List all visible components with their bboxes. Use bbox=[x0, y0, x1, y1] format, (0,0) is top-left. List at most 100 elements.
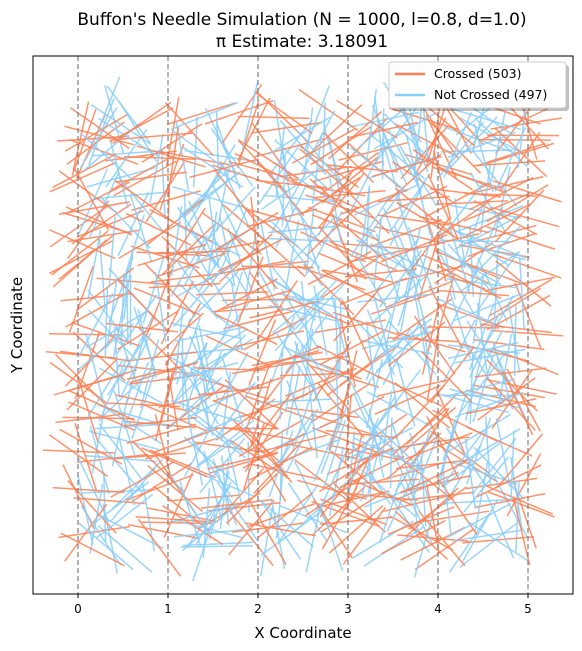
needle-crossed bbox=[167, 494, 240, 502]
legend-label-not-crossed: Not Crossed (497) bbox=[434, 87, 547, 102]
needle-not-crossed bbox=[448, 265, 480, 331]
needle-crossed bbox=[133, 287, 201, 316]
needle-not-crossed bbox=[213, 381, 256, 441]
needle-not-crossed bbox=[116, 294, 158, 355]
needle-not-crossed bbox=[411, 434, 439, 502]
needle-crossed bbox=[148, 282, 221, 289]
needle-crossed bbox=[297, 479, 367, 500]
needle-crossed bbox=[394, 187, 452, 234]
needle-crossed bbox=[215, 398, 276, 441]
needle-crossed bbox=[435, 200, 508, 206]
needle-not-crossed bbox=[170, 322, 241, 339]
needle-crossed bbox=[486, 226, 556, 250]
needle-crossed bbox=[241, 265, 314, 269]
needle-not-crossed bbox=[99, 514, 164, 549]
needle-crossed bbox=[344, 394, 352, 465]
needle-not-crossed bbox=[96, 439, 144, 495]
needle-crossed bbox=[474, 367, 547, 378]
legend: Crossed (503) Not Crossed (497) bbox=[388, 61, 569, 111]
needle-crossed bbox=[137, 326, 189, 378]
needle-not-crossed bbox=[173, 272, 221, 328]
needle-crossed bbox=[231, 233, 278, 290]
needle-not-crossed bbox=[272, 285, 328, 334]
needle-not-crossed bbox=[170, 101, 238, 131]
needle-not-crossed bbox=[354, 252, 392, 316]
needle-crossed bbox=[311, 486, 366, 536]
needle-not-crossed bbox=[302, 292, 320, 362]
needle-crossed bbox=[72, 331, 126, 382]
needle-crossed bbox=[400, 125, 449, 180]
needle-crossed bbox=[59, 428, 123, 465]
needle-crossed bbox=[118, 221, 182, 259]
needles-layer bbox=[42, 76, 564, 582]
needle-crossed bbox=[506, 453, 542, 517]
needle-crossed bbox=[246, 208, 317, 230]
needle-crossed bbox=[125, 416, 198, 427]
needle-not-crossed bbox=[335, 359, 340, 431]
needle-not-crossed bbox=[331, 295, 349, 365]
needle-not-crossed bbox=[510, 430, 515, 502]
needle-crossed bbox=[319, 330, 384, 366]
needle-not-crossed bbox=[117, 191, 150, 257]
needle-not-crossed bbox=[187, 407, 244, 454]
needle-crossed bbox=[114, 180, 174, 223]
needle-not-crossed bbox=[323, 419, 346, 488]
needle-not-crossed bbox=[104, 286, 109, 358]
plot-frame bbox=[32, 55, 574, 595]
needle-not-crossed bbox=[225, 439, 244, 509]
needle-crossed bbox=[228, 509, 274, 567]
needle-not-crossed bbox=[107, 335, 148, 396]
needle-not-crossed bbox=[259, 220, 276, 291]
needle-not-crossed bbox=[366, 390, 431, 427]
needle-crossed bbox=[249, 463, 321, 481]
needle-crossed bbox=[486, 359, 538, 412]
x-axis-ticks: 0 1 2 3 4 5 bbox=[74, 594, 532, 616]
needle-crossed bbox=[106, 322, 179, 333]
needle-not-crossed bbox=[185, 342, 208, 411]
needle-not-crossed bbox=[181, 338, 184, 409]
needle-not-crossed bbox=[394, 226, 424, 293]
needle-not-crossed bbox=[441, 464, 452, 535]
needle-not-crossed bbox=[241, 80, 259, 150]
needle-not-crossed bbox=[473, 123, 494, 192]
needle-not-crossed bbox=[453, 293, 522, 322]
needle-not-crossed bbox=[300, 281, 310, 352]
needle-crossed bbox=[117, 310, 179, 351]
needle-not-crossed bbox=[98, 423, 144, 481]
needle-crossed bbox=[405, 487, 459, 538]
needle-not-crossed bbox=[230, 280, 243, 351]
needle-not-crossed bbox=[187, 200, 218, 267]
needle-crossed bbox=[300, 231, 366, 263]
needle-not-crossed bbox=[409, 432, 430, 502]
needle-not-crossed bbox=[420, 455, 427, 527]
needle-not-crossed bbox=[351, 316, 404, 369]
needle-crossed bbox=[221, 289, 292, 311]
needle-not-crossed bbox=[476, 303, 488, 374]
needle-crossed bbox=[49, 434, 109, 478]
needle-not-crossed bbox=[305, 205, 315, 276]
needle-crossed bbox=[223, 426, 295, 441]
needle-not-crossed bbox=[463, 456, 510, 513]
needle-not-crossed bbox=[300, 110, 336, 174]
needle-crossed bbox=[242, 422, 266, 491]
needle-crossed bbox=[233, 330, 305, 348]
needle-crossed bbox=[210, 305, 283, 313]
needle-crossed bbox=[193, 367, 266, 371]
needle-crossed bbox=[135, 515, 208, 523]
needle-not-crossed bbox=[97, 117, 160, 158]
needle-crossed bbox=[409, 233, 480, 252]
needle-crossed bbox=[468, 176, 534, 211]
needle-crossed bbox=[512, 496, 531, 566]
needle-not-crossed bbox=[257, 269, 293, 333]
needle-not-crossed bbox=[375, 233, 401, 301]
needle-crossed bbox=[396, 454, 454, 501]
needle-not-crossed bbox=[221, 271, 244, 340]
needle-not-crossed bbox=[94, 423, 167, 430]
needle-not-crossed bbox=[113, 390, 137, 459]
needle-not-crossed bbox=[382, 207, 409, 275]
needle-not-crossed bbox=[91, 481, 150, 526]
needle-not-crossed bbox=[412, 232, 434, 301]
needle-not-crossed bbox=[311, 133, 323, 204]
needle-not-crossed bbox=[407, 226, 435, 294]
